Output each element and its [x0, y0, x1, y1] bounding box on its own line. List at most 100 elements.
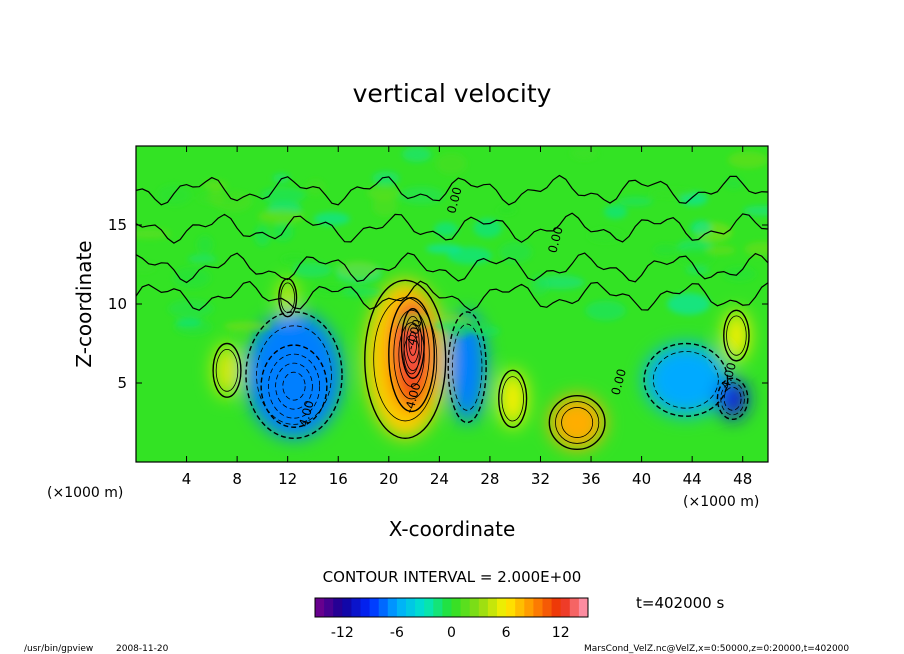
contour-line — [652, 351, 719, 409]
texture-blob — [281, 255, 308, 264]
field-blob — [213, 343, 241, 398]
contour-line — [643, 342, 729, 417]
texture-blob — [705, 245, 736, 255]
x-unit-left: (×1000 m) — [47, 485, 123, 501]
texture-blob — [372, 194, 397, 217]
texture-blob — [743, 205, 768, 216]
x-tick-label: 4 — [182, 470, 192, 488]
contour-label: 0.00 — [609, 367, 629, 396]
texture-blob — [435, 152, 467, 175]
texture-blob — [398, 186, 445, 205]
field-blob — [278, 278, 297, 317]
texture-blob — [728, 151, 768, 169]
texture-blob — [173, 266, 211, 289]
colorbar-cell — [369, 598, 380, 617]
x-axis-label: X-coordinate — [389, 517, 516, 541]
texture-blob — [230, 328, 250, 343]
texture-blob — [197, 192, 245, 205]
contour-line — [406, 323, 420, 364]
zero-contour — [136, 252, 768, 284]
texture-blob — [434, 222, 458, 237]
colorbar-cell — [578, 598, 589, 617]
contour-line — [267, 353, 321, 419]
contour-line — [548, 394, 606, 451]
x-tick-label: 48 — [733, 470, 752, 488]
texture-blob — [653, 244, 679, 256]
zero-contour — [136, 212, 768, 244]
contour-line — [408, 331, 418, 356]
colorbar-cell — [478, 598, 489, 617]
colorbar-frame — [314, 597, 589, 618]
texture-blob — [157, 184, 192, 206]
y-tick-label: 15 — [108, 216, 127, 234]
texture-blob — [258, 209, 305, 224]
footer-date: 2008-11-20 — [116, 644, 169, 654]
texture-blob — [530, 274, 550, 295]
contour-label: 0.00 — [545, 225, 565, 254]
contour-line — [447, 311, 487, 424]
colorbar-cell — [533, 598, 543, 617]
colorbar-cell — [497, 598, 507, 617]
contour-line — [280, 282, 295, 313]
contour-line — [212, 342, 242, 398]
colorbar-cell — [560, 598, 571, 617]
y-axis-label: Z-coordinate — [72, 240, 96, 367]
contour-line — [451, 323, 483, 411]
x-tick-label: 12 — [278, 470, 297, 488]
colorbar-cell — [569, 598, 580, 617]
texture-blob — [367, 186, 400, 201]
texture-blob — [402, 146, 432, 163]
colorbar-tick-label: 12 — [552, 625, 570, 641]
footer-info: MarsCond_VelZ.nc@VelZ,x=0:50000,z=0:2000… — [584, 644, 849, 654]
zero-contour — [136, 280, 768, 312]
texture-blob — [254, 224, 271, 247]
colorbar-tick-label: -6 — [390, 625, 404, 641]
contour-line — [403, 315, 423, 372]
texture-blob — [570, 146, 598, 160]
field-blob — [245, 311, 343, 439]
x-tick-label: 20 — [379, 470, 398, 488]
contour-label: 0.00 — [444, 186, 464, 215]
contour-label: 4.00 — [296, 399, 316, 428]
x-tick-label: 24 — [430, 470, 449, 488]
field-blob — [498, 370, 527, 428]
texture-blob — [425, 243, 462, 254]
texture-blob — [667, 292, 711, 315]
contour-interval: CONTOUR INTERVAL = 2.000E+00 — [323, 568, 582, 586]
texture-blob — [202, 181, 228, 190]
texture-blob — [585, 300, 626, 321]
contour-line — [723, 309, 750, 362]
colorbar-cell — [351, 598, 361, 617]
contour-line — [723, 386, 742, 411]
colorbar-cell — [442, 598, 452, 617]
texture-blob — [188, 254, 217, 264]
texture-blob — [724, 177, 744, 189]
texture-blob — [292, 262, 333, 278]
contour-line — [400, 308, 425, 379]
contour-line — [215, 349, 239, 392]
colorbar-cell — [433, 598, 443, 617]
contour-line — [498, 369, 528, 428]
texture-blob — [676, 247, 716, 267]
texture-blob — [498, 241, 533, 263]
footer-path: /usr/bin/gpview — [24, 644, 93, 654]
x-tick-label: 36 — [581, 470, 600, 488]
colorbar-cell — [342, 598, 352, 617]
texture-blob — [604, 204, 628, 219]
chart-title: vertical velocity — [353, 79, 552, 108]
colorbar-cell — [451, 598, 462, 617]
contour-line — [501, 376, 524, 422]
colorbar: -12 -6 0 6 12 — [314, 597, 589, 641]
x-unit-right: (×1000 m) — [683, 494, 759, 510]
colorbar-cell — [424, 598, 434, 617]
contour-line — [726, 315, 747, 356]
x-tick-label: 32 — [531, 470, 550, 488]
texture-blob — [587, 228, 624, 243]
x-tick-label: 16 — [329, 470, 348, 488]
contour-line — [393, 309, 430, 400]
colorbar-cell — [396, 598, 407, 617]
colorbar-cell — [387, 598, 398, 617]
texture-blob — [175, 318, 202, 327]
field-blob — [549, 395, 605, 450]
texture-blob — [223, 321, 271, 331]
